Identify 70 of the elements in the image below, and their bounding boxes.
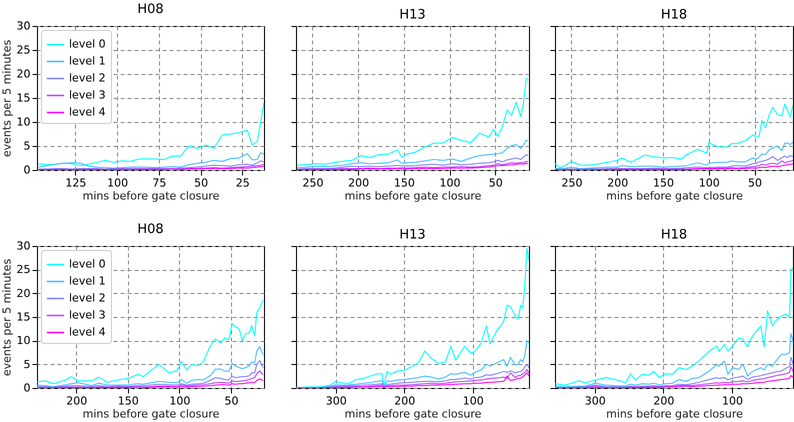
legend-label: level 1 — [69, 274, 106, 288]
x-tick-label: 200 — [66, 394, 88, 408]
y-tick-label: 30 — [16, 240, 30, 252]
y-tick-label: 5 — [24, 358, 30, 371]
line-series — [37, 360, 264, 388]
chart-title: H13 — [399, 228, 426, 242]
x-tick-label: 300 — [584, 394, 606, 408]
legend-label: level 3 — [69, 308, 106, 322]
y-tick-label: 25 — [16, 263, 30, 276]
y-tick-label: 10 — [16, 334, 30, 348]
x-tick-label: 100 — [440, 176, 461, 190]
line-series — [38, 160, 264, 170]
x-axis-title: mins before gate closure — [606, 190, 744, 202]
x-tick-label: 100 — [169, 394, 190, 408]
x-tick-label: 75 — [152, 176, 166, 190]
x-tick-label: 200 — [607, 176, 628, 190]
chart-title: H18 — [660, 8, 688, 22]
x-tick-label: 100 — [722, 394, 743, 408]
x-tick-label: 150 — [394, 176, 415, 190]
y-tick-label: 5 — [24, 140, 30, 152]
x-axis-title: mins before gate closure — [606, 408, 744, 420]
x-axis-title: mins before gate closure — [82, 408, 220, 420]
y-tick-label: 10 — [16, 116, 30, 128]
y-axis-title: events per 5 minutes — [0, 40, 14, 158]
x-tick-label: 200 — [653, 394, 674, 408]
legend-label: level 2 — [69, 292, 106, 304]
chart-title: H13 — [399, 8, 426, 22]
y-tick-label: 25 — [16, 44, 30, 56]
x-tick-label: 200 — [394, 394, 416, 408]
x-tick-label: 150 — [653, 176, 674, 190]
y-tick-label: 0 — [24, 164, 30, 176]
x-tick-label: 250 — [302, 176, 324, 190]
chart-title: H18 — [660, 228, 688, 242]
x-tick-label: 100 — [462, 394, 484, 408]
y-axis-title: events per 5 minutes — [0, 258, 14, 376]
line-series — [38, 102, 264, 166]
x-tick-label: 300 — [326, 394, 347, 408]
chart-title: H08 — [137, 2, 164, 17]
line-series — [37, 370, 264, 388]
y-tick-label: 30 — [16, 20, 30, 32]
legend-label: level 0 — [69, 258, 106, 270]
y-tick-label: 0 — [24, 382, 30, 394]
x-tick-label: 125 — [65, 176, 86, 190]
x-tick-label: 100 — [107, 176, 128, 190]
line-series — [38, 152, 264, 169]
legend-label: level 4 — [69, 326, 106, 338]
y-tick-label: 15 — [16, 92, 30, 104]
x-tick-label: 50 — [194, 176, 208, 190]
legend-label: level 3 — [69, 88, 106, 102]
x-tick-label: 200 — [348, 176, 370, 190]
legend-label: level 1 — [69, 54, 106, 68]
chart-title: H08 — [137, 222, 164, 237]
legend-label: level 4 — [69, 106, 106, 118]
x-tick-label: 50 — [224, 394, 238, 408]
x-axis-title: mins before gate closure — [344, 408, 482, 420]
legend-label: level 0 — [69, 38, 106, 50]
y-tick-label: 15 — [16, 310, 30, 324]
x-tick-label: 150 — [118, 394, 139, 408]
x-tick-label: 50 — [748, 176, 762, 190]
line-series — [37, 378, 264, 388]
legend-label: level 2 — [69, 72, 106, 84]
y-tick-label: 20 — [16, 286, 30, 300]
y-tick-label: 20 — [16, 68, 30, 80]
x-tick-label: 250 — [561, 176, 582, 190]
x-axis-title: mins before gate closure — [82, 190, 220, 202]
x-tick-label: 25 — [236, 176, 250, 190]
x-axis-title: mins before gate closure — [344, 190, 482, 202]
x-tick-label: 100 — [698, 176, 720, 190]
line-series — [37, 346, 264, 388]
x-tick-label: 50 — [488, 176, 503, 190]
